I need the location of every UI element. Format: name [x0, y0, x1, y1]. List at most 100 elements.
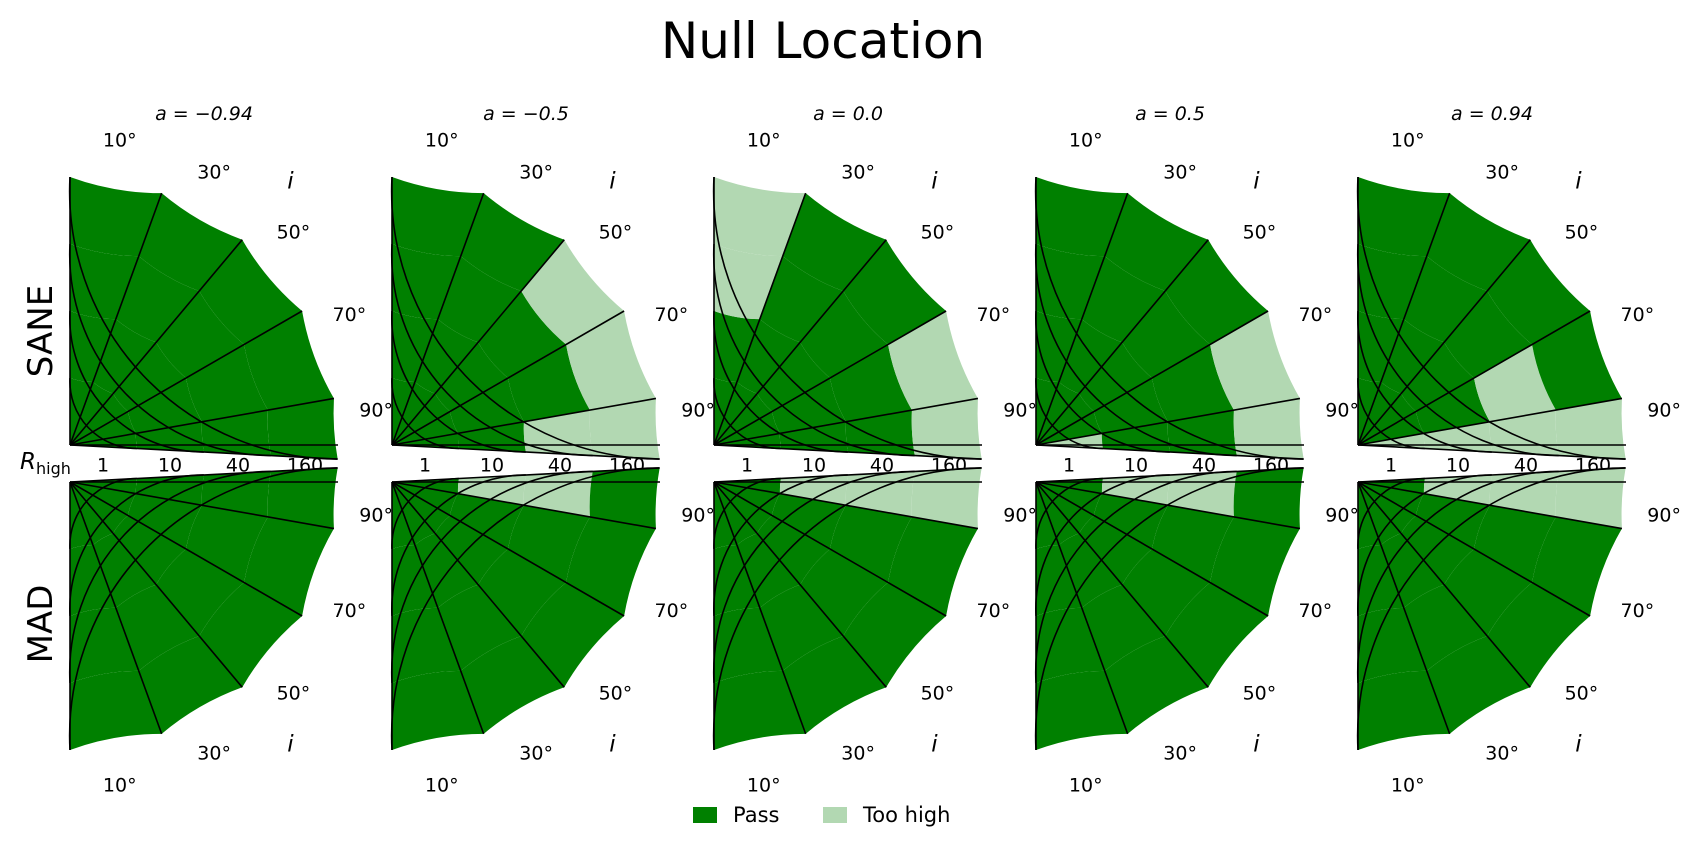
cell-mad-2-10-1	[714, 544, 760, 616]
ring-line-3	[390, 467, 660, 751]
cell-mad-1-90-2	[523, 471, 593, 517]
r-tick-3-1: 10	[1124, 455, 1148, 477]
cell-sane-3-10-1	[1036, 311, 1082, 383]
ring-line-1	[1035, 474, 1170, 617]
theta-axis-label-0: i	[287, 169, 294, 195]
cell-mad-4-30-2	[1403, 584, 1488, 671]
cell-sane-2-90-2	[845, 410, 915, 456]
cell-sane-2-90-3	[911, 398, 982, 460]
cell-mad-0-30-3	[138, 635, 243, 734]
ring-line-2	[68, 470, 271, 684]
cell-mad-0-30-0	[70, 482, 114, 545]
cell-sane-3-10-3	[1036, 177, 1128, 257]
spoke-line-1	[1357, 192, 1451, 446]
cell-mad-1-10-1	[392, 544, 438, 616]
cell-mad-0-50-2	[156, 549, 245, 636]
spin-title-0: a = −0.94	[155, 103, 253, 125]
cell-sane-4-10-1	[1358, 311, 1404, 383]
ring-line-2	[390, 243, 593, 457]
cell-sane-4-10-3	[1358, 177, 1450, 257]
theta-tick-2-3: 70°	[977, 600, 1011, 622]
cell-mad-4-30-3	[1426, 635, 1531, 734]
ring-line-1	[391, 474, 526, 617]
theta-tick-0-4: 90°	[359, 400, 393, 422]
cell-sane-0-70-2	[186, 344, 268, 422]
cell-sane-2-30-0	[714, 382, 758, 445]
cell-sane-2-50-2	[800, 291, 889, 378]
theta-tick-4-4: 90°	[1647, 504, 1681, 526]
cell-mad-3-70-3	[1210, 516, 1300, 616]
cell-mad-4-70-1	[1416, 493, 1490, 549]
r-tick-1-0: 1	[419, 455, 431, 477]
theta-tick-3-2: 50°	[1243, 683, 1277, 705]
theta-tick-2-3: 70°	[977, 304, 1011, 326]
row-label-mad: MAD	[21, 585, 61, 664]
spoke-line-1	[391, 481, 485, 735]
cell-mad-1-30-0	[392, 482, 436, 545]
theta-tick-3-1: 30°	[1163, 743, 1197, 765]
ring-line-1	[391, 310, 526, 453]
r-tick-3-0: 1	[1063, 455, 1075, 477]
cell-mad-4-70-3	[1532, 516, 1622, 616]
cell-sane-3-30-1	[1058, 319, 1123, 394]
cell-mad-2-50-2	[800, 549, 889, 636]
cell-sane-1-90-3	[589, 398, 660, 460]
cell-mad-3-30-2	[1081, 584, 1166, 671]
cell-sane-2-30-2	[759, 256, 844, 343]
spoke-line-3	[1035, 310, 1269, 446]
theta-tick-0-3: 70°	[333, 600, 367, 622]
cell-sane-4-30-3	[1426, 193, 1531, 292]
cell-sane-0-10-1	[70, 311, 116, 383]
ring-line-1	[69, 474, 204, 617]
cell-sane-1-90-2	[523, 410, 593, 456]
spoke-line-4	[391, 481, 657, 530]
cell-mad-4-90-2	[1489, 471, 1559, 517]
theta-tick-1-0: 10°	[425, 774, 459, 796]
spin-title-2: a = 0.0	[813, 103, 883, 125]
cell-mad-1-90-3	[589, 467, 660, 529]
theta-tick-2-1: 30°	[841, 743, 875, 765]
legend-label-pass: Pass	[733, 803, 779, 827]
cell-mad-0-50-1	[113, 515, 187, 585]
cell-sane-2-30-3	[782, 193, 887, 292]
cell-sane-1-10-3	[392, 177, 484, 257]
cell-sane-4-10-2	[1358, 244, 1427, 320]
spoke-line-4	[1357, 397, 1623, 446]
cell-sane-3-70-2	[1152, 344, 1234, 422]
row-label-sane: SANE	[21, 285, 61, 377]
cell-sane-0-50-1	[113, 342, 187, 412]
cell-mad-4-10-1	[1358, 544, 1404, 616]
ring-line-2	[712, 470, 915, 684]
cell-sane-2-70-2	[830, 344, 912, 422]
spoke-line-1	[391, 192, 485, 446]
spoke-line-2	[1357, 239, 1531, 446]
cell-sane-2-70-1	[772, 378, 846, 434]
theta-tick-4-0: 10°	[1391, 774, 1425, 796]
cell-mad-3-30-1	[1058, 533, 1123, 608]
ring-line-2	[1356, 470, 1559, 684]
cell-sane-4-90-3	[1555, 398, 1626, 460]
spoke-line-3	[713, 481, 947, 617]
spoke-line-4	[1035, 481, 1301, 530]
r-tick-0-0: 1	[97, 455, 109, 477]
cell-mad-0-30-1	[92, 533, 157, 608]
cell-mad-1-30-2	[437, 584, 522, 671]
cell-sane-2-50-1	[757, 342, 831, 412]
spoke-line-1	[1035, 192, 1129, 446]
theta-tick-2-0: 10°	[747, 130, 781, 152]
spoke-line-3	[69, 481, 303, 617]
spoke-line-1	[69, 192, 163, 446]
theta-tick-1-2: 50°	[599, 683, 633, 705]
cell-sane-2-50-3	[843, 239, 947, 345]
spoke-line-3	[1357, 310, 1591, 446]
cell-sane-0-90-2	[201, 410, 271, 456]
cell-sane-3-50-0	[1036, 393, 1095, 445]
cell-mad-1-10-2	[392, 607, 461, 683]
theta-axis-label-1: i	[609, 731, 616, 757]
spoke-line-2	[69, 239, 243, 446]
r-tick-0-2: 40	[226, 455, 250, 477]
cell-sane-2-10-3	[714, 177, 806, 257]
theta-tick-4-1: 30°	[1485, 161, 1519, 183]
spoke-line-4	[713, 397, 979, 446]
